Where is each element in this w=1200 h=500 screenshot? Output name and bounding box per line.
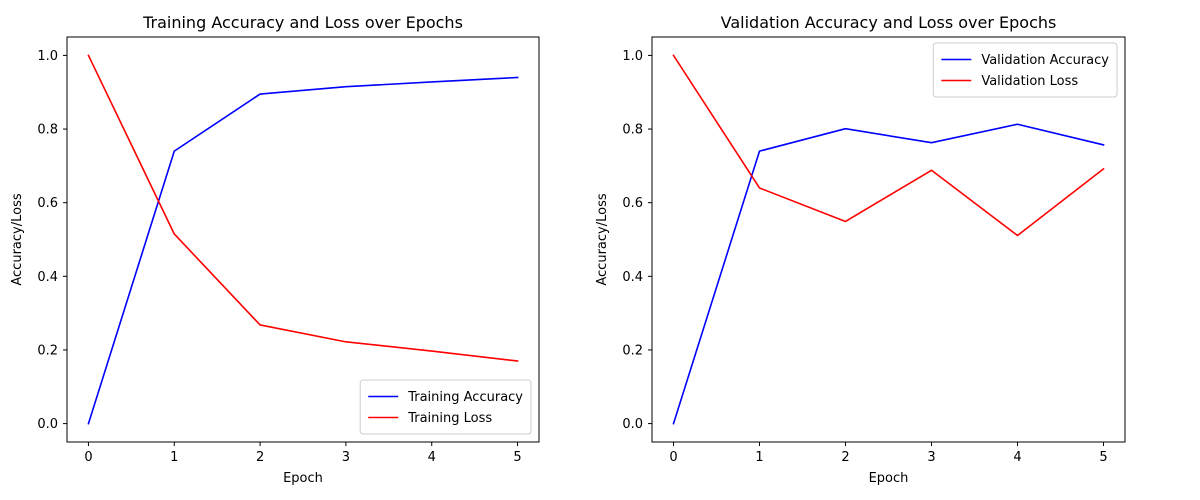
- y-tick-label: 1.0: [622, 49, 643, 64]
- chart-panel-1: Validation Accuracy and Loss over Epochs…: [595, 13, 1126, 486]
- series-lines: [672, 54, 1105, 425]
- legend-box: [359, 379, 532, 435]
- legend-label: Validation Accuracy: [981, 53, 1109, 68]
- series-line-training-accuracy: [87, 76, 519, 425]
- x-tick-label: 1: [755, 450, 763, 465]
- y-tick-label: 0.2: [622, 343, 643, 358]
- legend-label: Validation Loss: [981, 74, 1078, 89]
- chart-title: Training Accuracy and Loss over Epochs: [142, 13, 463, 32]
- y-axis-label: Accuracy/Loss: [595, 193, 610, 285]
- y-tick-label: 0.0: [37, 417, 58, 432]
- y-tick-label: 0.4: [37, 270, 58, 285]
- x-tick-label: 4: [428, 450, 436, 465]
- legend-label: Training Loss: [407, 411, 492, 426]
- legend-box: [932, 42, 1118, 98]
- series-line-validation-accuracy: [672, 123, 1105, 425]
- y-tick-label: 0.2: [37, 343, 58, 358]
- y-tick-label: 0.0: [622, 417, 643, 432]
- series-lines: [87, 54, 519, 425]
- x-tick-label: 3: [927, 450, 935, 465]
- x-tick-label: 5: [1099, 450, 1107, 465]
- y-tick-label: 1.0: [37, 49, 58, 64]
- x-axis-label: Epoch: [869, 471, 909, 486]
- x-tick-label: 2: [841, 450, 849, 465]
- x-tick-label: 3: [342, 450, 350, 465]
- plot-frame: [66, 36, 540, 443]
- x-tick-label: 1: [170, 450, 178, 465]
- x-axis-label: Epoch: [283, 471, 323, 486]
- x-tick-label: 4: [1013, 450, 1021, 465]
- y-tick-label: 0.6: [37, 196, 58, 211]
- legend: Training Accuracy Training Loss: [359, 379, 532, 435]
- series-line-validation-loss: [672, 54, 1105, 237]
- y-axis-label: Accuracy/Loss: [10, 193, 25, 285]
- y-tick-label: 0.8: [37, 123, 58, 138]
- series-line-training-loss: [87, 54, 519, 362]
- x-tick-label: 0: [669, 450, 677, 465]
- x-tick-label: 5: [513, 450, 521, 465]
- x-tick-label: 2: [256, 450, 264, 465]
- chart-panel-0: Training Accuracy and Loss over Epochs 0 1…: [10, 13, 540, 486]
- y-tick-label: 0.4: [622, 270, 643, 285]
- x-tick-label: 0: [84, 450, 92, 465]
- legend: Validation Accuracy Validation Loss: [932, 42, 1118, 98]
- legend-label: Training Accuracy: [407, 390, 523, 405]
- chart-title: Validation Accuracy and Loss over Epochs: [721, 13, 1057, 32]
- y-tick-label: 0.6: [622, 196, 643, 211]
- y-tick-label: 0.8: [622, 123, 643, 138]
- plot-frame: [651, 36, 1126, 443]
